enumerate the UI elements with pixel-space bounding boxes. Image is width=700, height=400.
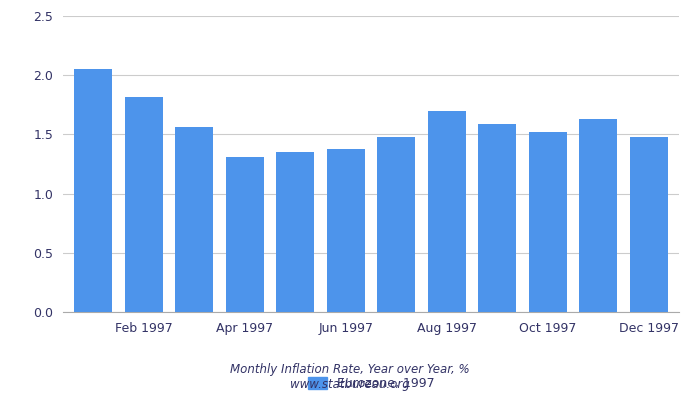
Bar: [226, 157, 264, 312]
Text: Monthly Inflation Rate, Year over Year, %: Monthly Inflation Rate, Year over Year, …: [230, 363, 470, 376]
Bar: [125, 96, 162, 312]
Bar: [428, 111, 466, 312]
Bar: [528, 132, 567, 312]
Bar: [377, 137, 415, 312]
Bar: [74, 69, 112, 312]
Bar: [327, 149, 365, 312]
Bar: [478, 124, 516, 312]
Legend: Eurozone, 1997: Eurozone, 1997: [303, 372, 439, 395]
Bar: [175, 127, 214, 312]
Text: www.statbureau.org: www.statbureau.org: [290, 378, 410, 391]
Bar: [276, 152, 314, 312]
Bar: [630, 137, 668, 312]
Bar: [580, 119, 617, 312]
